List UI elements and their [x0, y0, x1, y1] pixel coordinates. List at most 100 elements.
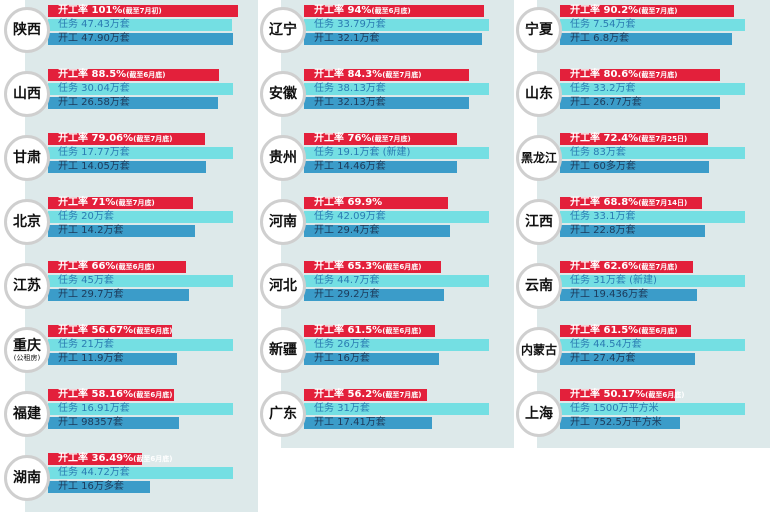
started-label: 开工 14.05万套	[58, 161, 130, 172]
started-bar	[560, 97, 720, 109]
task-label: 任务 38.13万套	[314, 83, 386, 94]
started-label: 开工 26.58万套	[58, 97, 130, 108]
province-badge: 河北	[260, 263, 306, 309]
task-bar	[48, 403, 233, 415]
rate-bar	[304, 133, 457, 145]
started-label: 开工 98357套	[58, 417, 123, 428]
started-label: 开工 32.1万套	[314, 33, 380, 44]
province-name: 山东	[525, 86, 553, 102]
task-label: 任务 33.1万套	[570, 211, 636, 222]
task-label: 任务 16.91万套	[58, 403, 130, 414]
rate-label: 开工率 36.49%(截至6月底)	[58, 453, 172, 465]
rate-note: (截至7月底)	[371, 135, 411, 143]
rate-bar	[560, 5, 734, 17]
rate-label: 开工率 88.5%(截至6月底)	[58, 69, 165, 81]
rate-text: 开工率 94%	[314, 5, 372, 16]
rate-bar	[48, 389, 175, 401]
province-badge: 上海	[516, 391, 562, 437]
rate-bar	[48, 325, 173, 337]
started-label: 开工 14.2万套	[58, 225, 124, 236]
rate-label: 开工率 101%(截至7月初)	[58, 5, 162, 17]
task-label: 任务 26万套	[314, 339, 370, 350]
rate-bar	[560, 197, 703, 209]
started-label: 开工 11.9万套	[58, 353, 124, 364]
province-badge: 甘肃	[4, 135, 50, 181]
task-label: 任务 17.77万套	[58, 147, 130, 158]
rate-text: 开工率 69.9%	[314, 197, 383, 208]
task-bar	[304, 19, 489, 31]
started-label: 开工 16万套	[314, 353, 370, 364]
province-name: 云南	[525, 278, 553, 294]
rate-note: (截至7月底)	[115, 199, 155, 207]
rate-text: 开工率 88.5%	[58, 69, 127, 80]
task-bar	[304, 211, 489, 223]
province-badge: 安徽	[260, 71, 306, 117]
rate-text: 开工率 68.8%	[570, 197, 639, 208]
rate-note: (截至7月底)	[382, 391, 422, 399]
province-badge: 辽宁	[260, 7, 306, 53]
started-bar	[304, 97, 469, 109]
task-label: 任务 1500万平方米	[570, 403, 659, 414]
province-name: 上海	[525, 406, 553, 422]
task-label: 任务 83万套	[570, 147, 626, 158]
rate-label: 开工率 56.67%(截至6月底)	[58, 325, 172, 337]
rate-bar	[304, 69, 470, 81]
rate-text: 开工率 36.49%	[58, 453, 134, 464]
rate-note: (截至7月底)	[382, 71, 422, 79]
province-name: 重庆	[13, 337, 41, 354]
province-badge: 湖南	[4, 455, 50, 501]
task-label: 任务 30.04万套	[58, 83, 130, 94]
province-badge: 山西	[4, 71, 50, 117]
rate-label: 开工率 66%(截至6月底)	[58, 261, 155, 273]
started-bar	[48, 33, 233, 45]
task-bar	[560, 147, 745, 159]
rate-text: 开工率 56.67%	[58, 325, 134, 336]
province-badge: 宁夏	[516, 7, 562, 53]
task-label: 任务 31万套 (新建)	[570, 275, 657, 286]
rate-label: 开工率 50.17%(截至6月底)	[570, 389, 684, 401]
rate-note: (截至6月底)	[126, 71, 166, 79]
rate-bar	[304, 5, 484, 17]
rate-note: (截至7月底)	[638, 7, 678, 15]
province-badge: 广东	[260, 391, 306, 437]
task-bar	[560, 83, 745, 95]
rate-label: 开工率 58.16%(截至6月底)	[58, 389, 172, 401]
rate-note: (截至7月底)	[638, 263, 678, 271]
task-bar	[48, 147, 233, 159]
province-badge: 北京	[4, 199, 50, 245]
started-label: 开工 17.41万套	[314, 417, 386, 428]
province-name: 福建	[13, 406, 41, 422]
rate-text: 开工率 90.2%	[570, 5, 639, 16]
started-bar	[48, 289, 189, 301]
task-bar	[304, 275, 489, 287]
started-label: 开工 29.2万套	[314, 289, 380, 300]
started-label: 开工 32.13万套	[314, 97, 386, 108]
task-bar	[48, 19, 232, 31]
rate-bar	[560, 261, 693, 273]
task-label: 任务 31万套	[314, 403, 370, 414]
province-badge: 黑龙江	[516, 135, 562, 181]
province-name: 甘肃	[13, 150, 41, 166]
rate-label: 开工率 76%(截至7月底)	[314, 133, 411, 145]
rate-bar	[304, 325, 436, 337]
started-label: 开工 22.8万套	[570, 225, 636, 236]
province-badge: 江苏	[4, 263, 50, 309]
started-label: 开工 14.46万套	[314, 161, 386, 172]
started-label: 开工 6.8万套	[570, 33, 630, 44]
rate-label: 开工率 94%(截至6月底)	[314, 5, 411, 17]
rate-text: 开工率 61.5%	[314, 325, 383, 336]
province-name: 辽宁	[269, 22, 297, 38]
task-label: 任务 45万套	[58, 275, 114, 286]
task-label: 任务 21万套	[58, 339, 114, 350]
task-bar	[48, 211, 233, 223]
rate-bar	[304, 197, 448, 209]
rate-bar	[560, 69, 720, 81]
province-badge: 江西	[516, 199, 562, 245]
started-label: 开工 29.7万套	[58, 289, 124, 300]
province-name: 北京	[13, 214, 41, 230]
task-label: 任务 42.09万套	[314, 211, 386, 222]
started-label: 开工 27.4万套	[570, 353, 636, 364]
started-bar	[560, 417, 681, 429]
rate-note: (截至6月底)	[133, 391, 173, 399]
